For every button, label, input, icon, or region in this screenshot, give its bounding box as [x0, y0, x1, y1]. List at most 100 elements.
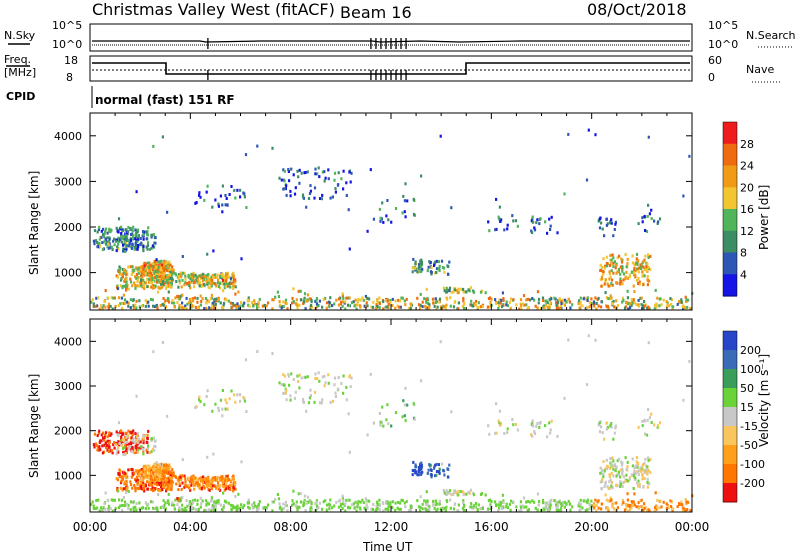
power-cell	[611, 283, 614, 287]
velocity-cell	[252, 506, 255, 510]
velocity-cell	[257, 507, 260, 511]
velocity-cell	[404, 505, 407, 509]
power-cell	[198, 274, 201, 278]
power-cell	[107, 246, 110, 250]
velocity-cell	[136, 441, 139, 445]
power-cell	[554, 297, 557, 301]
velocity-cell	[152, 488, 155, 492]
velocity-cell	[129, 468, 132, 472]
velocity-cell	[166, 478, 169, 482]
power-cell	[606, 305, 609, 309]
power-cell	[347, 208, 350, 212]
power-cell	[200, 273, 203, 277]
power-cell	[146, 261, 149, 265]
velocity-cell	[211, 504, 214, 508]
velocity-cell	[159, 471, 162, 475]
velocity-cell	[387, 505, 390, 509]
velocity-cell	[159, 467, 162, 471]
power-colorbar-tick: 16	[740, 203, 754, 216]
power-cell	[211, 302, 214, 305]
power-cell	[324, 296, 327, 300]
freq-trace	[92, 62, 690, 75]
power-cell	[465, 290, 468, 294]
power-cell	[366, 229, 369, 233]
power-cell	[157, 290, 160, 294]
velocity-cell	[404, 419, 407, 423]
velocity-cell	[112, 443, 115, 447]
power-cell	[333, 302, 336, 306]
velocity-cell	[337, 376, 340, 379]
power-cell	[166, 269, 169, 272]
velocity-cell	[417, 469, 420, 473]
power-cell	[263, 303, 266, 307]
power-cell	[606, 264, 609, 268]
velocity-cell	[611, 504, 614, 508]
power-cell	[633, 273, 636, 277]
power-cell	[167, 269, 170, 273]
power-cell	[201, 279, 204, 282]
velocity-cell	[638, 485, 641, 489]
power-cell	[619, 272, 622, 276]
power-cell	[143, 273, 146, 277]
power-cell	[177, 285, 180, 289]
velocity-cell	[295, 500, 298, 504]
power-cell	[143, 261, 146, 265]
velocity-cell	[170, 473, 174, 477]
velocity-cell	[184, 509, 187, 512]
power-cell	[204, 297, 208, 300]
power-cell	[489, 296, 492, 300]
velocity-cell	[116, 478, 119, 482]
power-cell	[607, 306, 610, 310]
power-cell	[212, 275, 215, 279]
power-cell	[643, 304, 646, 308]
power-cell	[239, 304, 242, 308]
velocity-cell	[371, 508, 375, 511]
power-cell	[209, 277, 212, 281]
velocity-cell	[137, 474, 140, 478]
power-cell	[386, 199, 389, 202]
velocity-cell	[359, 507, 362, 511]
velocity-cell	[615, 501, 618, 505]
velocity-cell	[402, 399, 405, 403]
velocity-cell	[419, 472, 422, 476]
velocity-cell	[216, 484, 219, 488]
velocity-cell	[619, 482, 622, 486]
power-cell	[579, 300, 582, 304]
power-cell	[113, 237, 116, 241]
velocity-cell	[171, 475, 174, 479]
power-cell	[600, 275, 604, 279]
velocity-cell	[563, 396, 566, 400]
vel-colorbar-swatch	[723, 350, 737, 370]
power-cell	[224, 203, 227, 207]
velocity-cell	[612, 502, 615, 505]
power-cell	[298, 168, 301, 172]
velocity-cell	[609, 496, 612, 500]
velocity-cell	[122, 452, 125, 456]
velocity-cell	[520, 505, 523, 509]
power-cell	[294, 302, 297, 306]
power-cell	[136, 240, 139, 244]
velocity-cell	[463, 508, 466, 512]
velocity-cell	[642, 463, 645, 467]
velocity-cell	[215, 501, 218, 505]
power-cell	[315, 297, 319, 300]
power-cell	[417, 266, 420, 270]
velocity-cell	[614, 508, 617, 512]
power-cell	[503, 228, 506, 232]
velocity-cell	[90, 502, 93, 506]
velocity-cell	[206, 476, 209, 480]
power-cell	[456, 291, 459, 295]
power-cell	[101, 248, 104, 252]
power-cell	[637, 282, 640, 285]
power-cell	[150, 273, 153, 277]
power-cell	[212, 249, 215, 253]
velocity-cell	[152, 464, 155, 468]
velocity-cell	[604, 480, 607, 484]
velocity-cell	[256, 508, 259, 512]
velocity-cell	[117, 440, 120, 444]
power-cell	[118, 269, 121, 273]
velocity-cell	[306, 495, 310, 499]
power-cell	[424, 305, 427, 309]
velocity-cell	[297, 380, 300, 383]
velocity-cell	[169, 466, 172, 470]
